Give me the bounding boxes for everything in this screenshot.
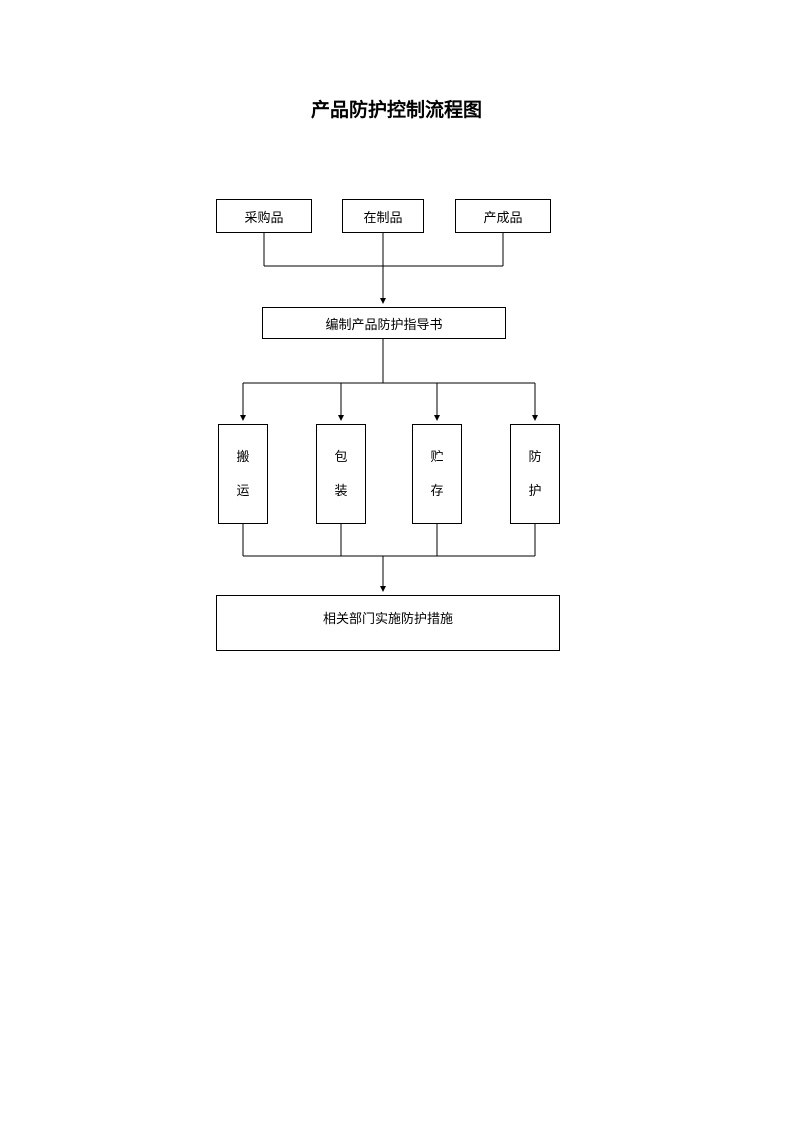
page-title: 产品防护控制流程图 [0, 95, 793, 122]
node-mid2-char1: 包 [334, 440, 347, 474]
node-mid3: 贮 存 [412, 424, 462, 524]
node-mid4-char1: 防 [528, 440, 541, 474]
node-bottom: 相关部门实施防护措施 [216, 595, 560, 651]
node-mid4: 防 护 [510, 424, 560, 524]
node-top2: 在制品 [342, 199, 424, 233]
node-mid3-char2: 存 [430, 474, 443, 508]
node-top3-label: 产成品 [483, 207, 522, 226]
node-guide-label: 编制产品防护指导书 [325, 314, 442, 333]
node-mid4-char2: 护 [528, 474, 541, 508]
node-bottom-label: 相关部门实施防护措施 [323, 608, 453, 627]
node-mid1-char2: 运 [236, 474, 249, 508]
node-mid3-char1: 贮 [430, 440, 443, 474]
node-top1-label: 采购品 [244, 207, 283, 226]
node-mid1-char1: 搬 [236, 440, 249, 474]
node-top3: 产成品 [455, 199, 551, 233]
node-mid1: 搬 运 [218, 424, 268, 524]
node-top1: 采购品 [216, 199, 312, 233]
node-mid2-char2: 装 [334, 474, 347, 508]
node-guide: 编制产品防护指导书 [262, 307, 506, 339]
node-top2-label: 在制品 [363, 207, 402, 226]
node-mid2: 包 装 [316, 424, 366, 524]
flowchart-connectors [0, 0, 793, 1122]
